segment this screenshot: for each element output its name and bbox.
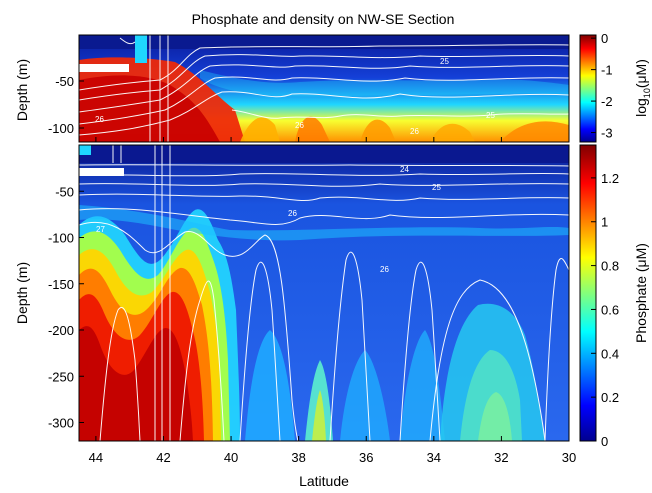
bottom-contour-labels: 24 25 26 26 27	[96, 165, 441, 274]
svg-text:25: 25	[486, 111, 495, 120]
svg-text:27: 27	[96, 225, 105, 234]
svg-text:26: 26	[295, 121, 304, 130]
top-y-tick-label: -50	[55, 74, 74, 89]
x-tick-label: 38	[291, 450, 305, 465]
svg-text:26: 26	[95, 115, 104, 124]
x-tick-label: 32	[494, 450, 508, 465]
svg-text:24: 24	[400, 165, 409, 174]
top-heatmap: 26 26 26 25 25	[79, 35, 569, 142]
x-axis-label: Latitude	[299, 473, 349, 489]
top-y-axis-label: Depth (m)	[14, 59, 30, 121]
x-tick-label: 30	[562, 450, 576, 465]
bottom-colorbar: 1.2 1 0.8 0.6 0.4 0.2 0 Phosphate (μM)	[579, 144, 649, 449]
colorbar-tick-label: 0.4	[601, 346, 619, 361]
x-tick-label: 42	[156, 450, 170, 465]
colorbar-tick-label: 0	[601, 434, 608, 449]
colorbar-tick-label: -1	[601, 63, 613, 78]
svg-text:26: 26	[410, 127, 419, 136]
colorbar-tick-label: 0.6	[601, 302, 619, 317]
bottom-y-axis-label: Depth (m)	[14, 262, 30, 324]
colorbar-tick-label: 1.2	[601, 171, 619, 186]
colorbar-tick-label: -2	[601, 94, 613, 109]
x-axis: 44 42 40 38 36 34 32 30	[89, 137, 576, 465]
y-tick-label: -50	[55, 184, 74, 199]
x-tick-label: 40	[224, 450, 238, 465]
bottom-density-contours	[79, 145, 569, 441]
colorbar-tick-label: 0.8	[601, 259, 619, 274]
top-panel: 26 26 26 25 25 -50 -100 Depth (m)	[14, 34, 570, 143]
y-tick-label: -150	[48, 277, 74, 292]
x-tick-label: 36	[359, 450, 373, 465]
top-density-contours	[79, 35, 569, 142]
svg-text:26: 26	[380, 265, 389, 274]
chart-title: Phosphate and density on NW-SE Section	[192, 11, 455, 27]
colorbar-tick-label: 0.2	[601, 390, 619, 405]
x-tick-label: 34	[427, 450, 441, 465]
y-tick-label: -250	[48, 369, 74, 384]
bottom-colorbar-label: Phosphate (μM)	[633, 243, 649, 343]
y-tick-label: -200	[48, 323, 74, 338]
colorbar-tick-label: -3	[601, 126, 613, 141]
top-colorbar-label: log10(μM)	[633, 59, 652, 117]
top-colorbar: 0 -1 -2 -3 log10(μM)	[579, 31, 652, 143]
top-contour-labels: 26 26 26 25 25	[95, 57, 495, 136]
top-y-axis: -50 -100	[48, 74, 84, 136]
y-tick-label: -100	[48, 231, 74, 246]
colorbar-tick-label: 1	[601, 215, 608, 230]
y-tick-label: -300	[48, 416, 74, 431]
bottom-y-axis: -50 -100 -150 -200 -250 -300	[48, 184, 84, 431]
top-y-tick-label: -100	[48, 121, 74, 136]
svg-text:25: 25	[432, 183, 441, 192]
bottom-panel: 24 25 26 26 27 -50 -100 -150 -200 -250 -300 D…	[14, 144, 570, 442]
bottom-heatmap: 24 25 26 26 27	[79, 145, 569, 441]
colorbar-tick-label: 0	[601, 31, 608, 46]
svg-text:26: 26	[288, 209, 297, 218]
svg-text:25: 25	[440, 57, 449, 66]
x-tick-label: 44	[89, 450, 103, 465]
